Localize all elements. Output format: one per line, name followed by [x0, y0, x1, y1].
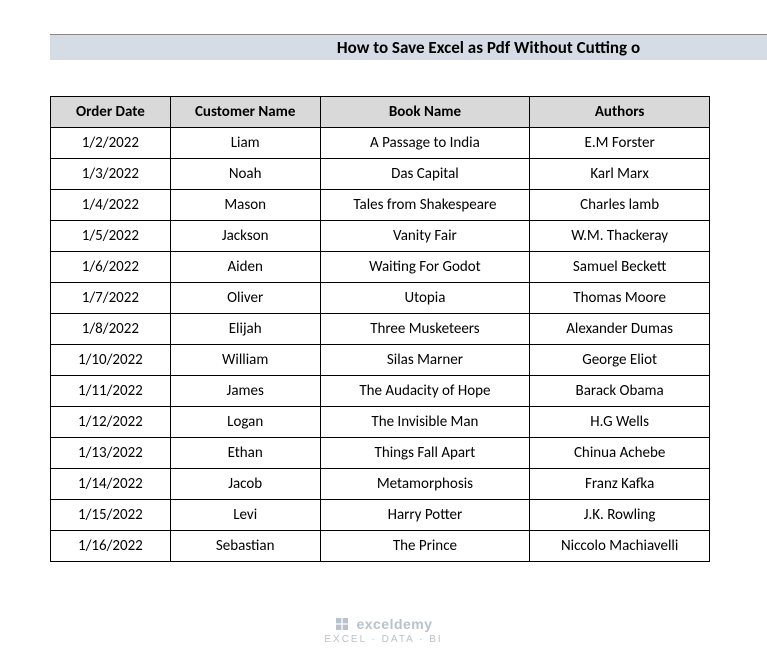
table-cell: Logan [170, 407, 320, 438]
table-cell: Utopia [320, 283, 530, 314]
col-book-name: Book Name [320, 97, 530, 128]
table-cell: 1/15/2022 [51, 500, 171, 531]
table-cell: Charles lamb [530, 190, 710, 221]
table-cell: Jackson [170, 221, 320, 252]
page-title: How to Save Excel as Pdf Without Cutting… [337, 37, 640, 58]
table-cell: 1/14/2022 [51, 469, 171, 500]
table-cell: 1/5/2022 [51, 221, 171, 252]
table-cell: 1/11/2022 [51, 376, 171, 407]
table-cell: 1/7/2022 [51, 283, 171, 314]
table-cell: Silas Marner [320, 345, 530, 376]
table-cell: Three Musketeers [320, 314, 530, 345]
table-cell: The Audacity of Hope [320, 376, 530, 407]
table-cell: Thomas Moore [530, 283, 710, 314]
table-row: 1/4/2022MasonTales from ShakespeareCharl… [51, 190, 710, 221]
table-cell: H.G Wells [530, 407, 710, 438]
table-row: 1/14/2022JacobMetamorphosisFranz Kafka [51, 469, 710, 500]
table-row: 1/12/2022LoganThe Invisible ManH.G Wells [51, 407, 710, 438]
table-row: 1/15/2022LeviHarry PotterJ.K. Rowling [51, 500, 710, 531]
table-cell: Das Capital [320, 159, 530, 190]
table-header-row: Order Date Customer Name Book Name Autho… [51, 97, 710, 128]
table-cell: A Passage to India [320, 128, 530, 159]
table-row: 1/13/2022EthanThings Fall ApartChinua Ac… [51, 438, 710, 469]
table-cell: George Eliot [530, 345, 710, 376]
table-cell: Sebastian [170, 531, 320, 562]
table-cell: 1/10/2022 [51, 345, 171, 376]
table-cell: Things Fall Apart [320, 438, 530, 469]
table-cell: Chinua Achebe [530, 438, 710, 469]
table-cell: Liam [170, 128, 320, 159]
table-row: 1/11/2022JamesThe Audacity of HopeBarack… [51, 376, 710, 407]
table-cell: Jacob [170, 469, 320, 500]
watermark-logo-icon [334, 616, 350, 632]
table-cell: Waiting For Godot [320, 252, 530, 283]
col-authors: Authors [530, 97, 710, 128]
table-cell: Samuel Beckett [530, 252, 710, 283]
table-cell: Alexander Dumas [530, 314, 710, 345]
table-row: 1/7/2022OliverUtopiaThomas Moore [51, 283, 710, 314]
table-cell: 1/2/2022 [51, 128, 171, 159]
table-cell: 1/12/2022 [51, 407, 171, 438]
col-customer-name: Customer Name [170, 97, 320, 128]
table-cell: 1/6/2022 [51, 252, 171, 283]
table-cell: J.K. Rowling [530, 500, 710, 531]
table-cell: Harry Potter [320, 500, 530, 531]
table-cell: 1/16/2022 [51, 531, 171, 562]
table-cell: The Prince [320, 531, 530, 562]
table-cell: Mason [170, 190, 320, 221]
table-cell: Noah [170, 159, 320, 190]
table-cell: Elijah [170, 314, 320, 345]
table-cell: 1/4/2022 [51, 190, 171, 221]
table-row: 1/10/2022WilliamSilas MarnerGeorge Eliot [51, 345, 710, 376]
table-cell: The Invisible Man [320, 407, 530, 438]
table-cell: Metamorphosis [320, 469, 530, 500]
data-table: Order Date Customer Name Book Name Autho… [50, 96, 710, 562]
data-table-container: Order Date Customer Name Book Name Autho… [50, 96, 710, 562]
table-row: 1/2/2022LiamA Passage to IndiaE.M Forste… [51, 128, 710, 159]
table-cell: Franz Kafka [530, 469, 710, 500]
watermark-brand: exceldemy [356, 616, 432, 632]
table-cell: 1/13/2022 [51, 438, 171, 469]
table-row: 1/3/2022NoahDas CapitalKarl Marx [51, 159, 710, 190]
watermark-tagline: EXCEL · DATA · BI [324, 634, 442, 645]
table-cell: Oliver [170, 283, 320, 314]
table-cell: Vanity Fair [320, 221, 530, 252]
table-cell: Niccolo Machiavelli [530, 531, 710, 562]
table-row: 1/8/2022ElijahThree MusketeersAlexander … [51, 314, 710, 345]
table-cell: James [170, 376, 320, 407]
table-cell: 1/8/2022 [51, 314, 171, 345]
table-cell: Tales from Shakespeare [320, 190, 530, 221]
col-order-date: Order Date [51, 97, 171, 128]
table-cell: Barack Obama [530, 376, 710, 407]
table-row: 1/5/2022JacksonVanity FairW.M. Thackeray [51, 221, 710, 252]
table-cell: Ethan [170, 438, 320, 469]
table-cell: Levi [170, 500, 320, 531]
table-cell: W.M. Thackeray [530, 221, 710, 252]
table-cell: 1/3/2022 [51, 159, 171, 190]
table-cell: William [170, 345, 320, 376]
title-bar: How to Save Excel as Pdf Without Cutting… [50, 34, 767, 60]
table-row: 1/16/2022SebastianThe PrinceNiccolo Mach… [51, 531, 710, 562]
table-cell: Aiden [170, 252, 320, 283]
table-row: 1/6/2022AidenWaiting For GodotSamuel Bec… [51, 252, 710, 283]
table-cell: E.M Forster [530, 128, 710, 159]
table-cell: Karl Marx [530, 159, 710, 190]
